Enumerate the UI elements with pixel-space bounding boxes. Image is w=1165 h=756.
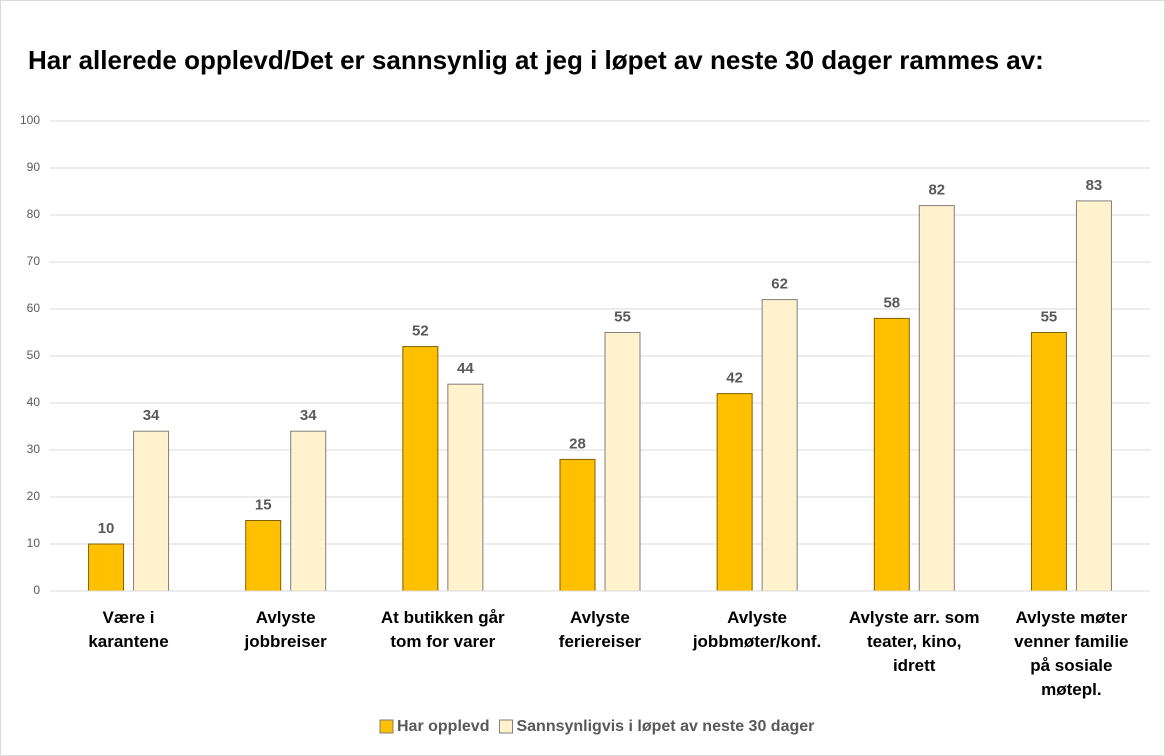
legend-label: Sannsynligvis i løpet av neste 30 dager (516, 718, 814, 735)
value-label: 62 (771, 276, 788, 293)
legend-swatch (498, 719, 513, 734)
value-label: 34 (300, 407, 317, 424)
legend-swatch (379, 719, 394, 734)
y-tick-label: 50 (27, 348, 41, 362)
bar (1030, 332, 1067, 592)
bar (133, 430, 170, 592)
bar (604, 332, 641, 592)
bar (447, 383, 484, 592)
y-tick-label: 60 (27, 301, 41, 315)
value-label: 83 (1086, 177, 1103, 194)
chart-title: Har allerede opplevd/Det er sannsynlig a… (28, 45, 1044, 75)
x-tick-label: At butikken går tom for varer (380, 608, 505, 651)
y-tick-label: 100 (20, 113, 40, 127)
value-label: 58 (883, 294, 900, 311)
bar (1075, 200, 1112, 592)
legend-label: Har opplevd (397, 718, 489, 735)
value-label: 28 (569, 435, 586, 452)
value-label: 34 (143, 407, 160, 424)
value-label: 44 (457, 360, 474, 377)
y-tick-label: 0 (33, 583, 40, 597)
x-tick-label: Avlyste arr. som teater, kino, idrett (848, 608, 980, 675)
y-tick-label: 40 (27, 395, 41, 409)
value-label: 55 (1041, 308, 1058, 325)
x-tick-label: Avlyste jobbreiser (244, 608, 327, 651)
value-label: 52 (412, 323, 429, 340)
bar (761, 299, 798, 592)
bar (402, 346, 439, 592)
bar (918, 205, 955, 592)
x-tick-label: Avlyste møter venner familie på sosiale … (1014, 608, 1129, 699)
y-tick-label: 80 (27, 207, 41, 221)
y-tick-label: 70 (27, 254, 41, 268)
bar (245, 520, 282, 592)
x-tick-label: Avlyste jobbmøter/konf. (692, 608, 822, 651)
bar (873, 317, 910, 592)
bar (290, 430, 327, 592)
bar (559, 458, 596, 592)
value-label: 42 (726, 370, 743, 387)
x-tick-label: Avlyste feriereiser (558, 608, 642, 651)
value-label: 82 (928, 182, 945, 199)
bar (716, 393, 753, 592)
value-label: 15 (255, 496, 272, 513)
y-tick-label: 30 (27, 442, 41, 456)
y-tick-label: 10 (27, 536, 41, 550)
value-label: 55 (614, 308, 631, 325)
x-tick-label: Være i karantene (88, 608, 169, 651)
y-tick-label: 20 (27, 489, 41, 503)
value-label: 10 (98, 520, 115, 537)
y-tick-label: 90 (27, 160, 41, 174)
bar (88, 543, 125, 592)
